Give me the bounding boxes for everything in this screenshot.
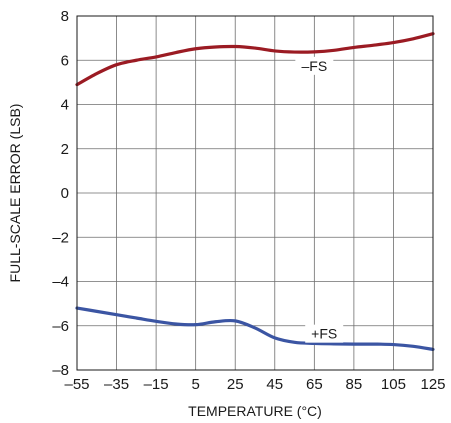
x-tick-label: 125 — [420, 376, 445, 393]
series-line-0 — [75, 32, 435, 87]
series-label: –FS — [301, 58, 327, 74]
y-tick-label: 2 — [61, 141, 69, 158]
y-tick-label: 8 — [61, 8, 69, 25]
x-tick-label: 5 — [191, 376, 199, 393]
y-tick-label: –6 — [52, 318, 69, 335]
x-tick-label: 25 — [227, 376, 244, 393]
x-tick-label: –35 — [104, 376, 129, 393]
y-tick-label: 6 — [61, 52, 69, 69]
plot-frame — [76, 15, 434, 371]
y-tick-label: 4 — [61, 97, 69, 114]
y-tick-labels: –8 –6 –4 –2 0 2 4 6 8 — [52, 8, 69, 379]
x-axis-title: TEMPERATURE (°C) — [188, 403, 322, 419]
x-tick-labels: –55 –35 –15 5 25 45 65 85 105 125 — [64, 376, 445, 393]
x-tick-label: 105 — [381, 376, 406, 393]
y-tick-label: –8 — [52, 362, 69, 379]
annotations: –FS +FS — [295, 56, 344, 343]
series-layer — [75, 32, 435, 352]
x-tick-label: 65 — [306, 376, 323, 393]
x-tick-label: –55 — [64, 376, 89, 393]
series-label: +FS — [311, 326, 337, 342]
y-tick-label: –2 — [52, 229, 69, 246]
y-tick-label: 0 — [61, 185, 69, 202]
series-label-bg — [305, 324, 344, 343]
x-tick-label: 45 — [266, 376, 283, 393]
series-label-bg — [295, 56, 334, 75]
x-tick-label: 85 — [346, 376, 363, 393]
series-line-1 — [75, 306, 435, 352]
x-tick-label: –15 — [144, 376, 169, 393]
y-tick-label: –4 — [52, 274, 69, 291]
y-axis-title: FULL-SCALE ERROR (LSB) — [7, 104, 23, 283]
